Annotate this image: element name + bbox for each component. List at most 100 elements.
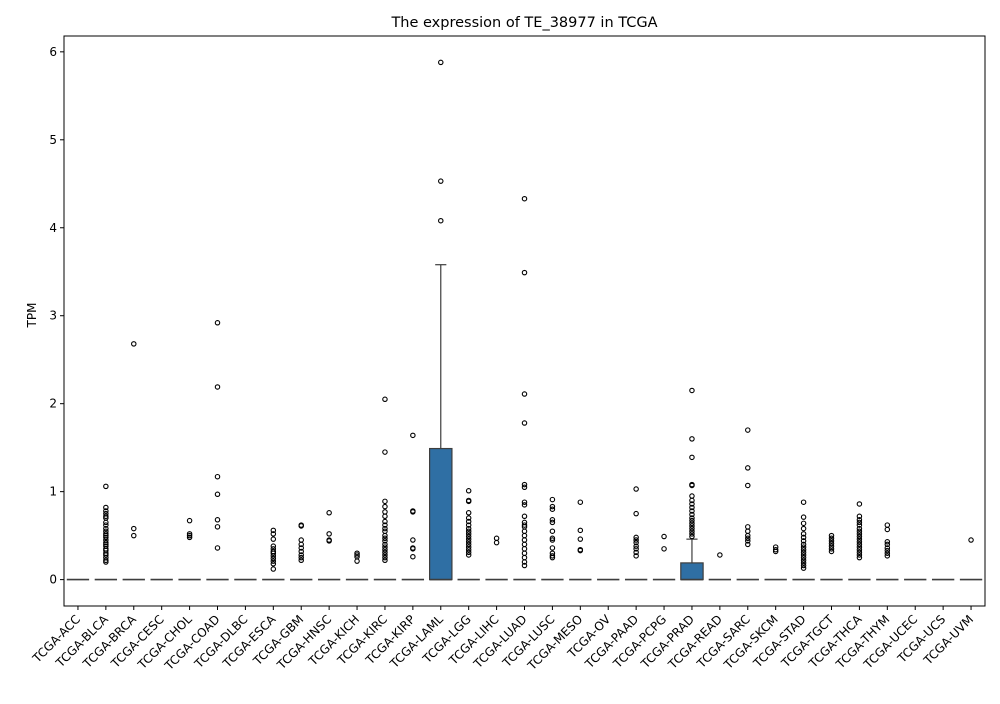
outlier-point [103, 559, 109, 565]
outlier-point [884, 539, 891, 545]
outlier-point [465, 522, 472, 528]
y-tick-label: 4 [49, 221, 57, 235]
outlier-point [326, 510, 332, 516]
outlier-point [521, 481, 528, 488]
outlier-point [633, 546, 639, 552]
outlier-point [828, 543, 835, 549]
outlier-point [465, 498, 472, 505]
outlier-point [772, 546, 779, 553]
outlier-point [465, 549, 472, 556]
outlier-point [633, 543, 639, 549]
outlier-point [298, 545, 304, 551]
outlier-point [745, 528, 751, 534]
outlier-point [298, 557, 304, 564]
outlier-point [689, 504, 695, 511]
outlier-point [270, 531, 277, 537]
outlier-point [103, 534, 109, 541]
outlier-point [354, 552, 360, 558]
outlier-point [521, 499, 528, 505]
outlier-point [270, 566, 277, 572]
outlier-point [745, 541, 751, 548]
outlier-point [549, 535, 556, 542]
outlier-point [521, 559, 528, 565]
outlier-point [856, 546, 863, 553]
outlier-point [410, 432, 416, 439]
outlier-point [410, 553, 416, 560]
outlier-point [884, 550, 891, 556]
outlier-point [465, 515, 472, 521]
outlier-point [828, 546, 835, 552]
outlier-point [549, 537, 556, 543]
outlier-point [549, 517, 556, 523]
outlier-point [382, 554, 388, 561]
y-tick-label: 0 [49, 573, 57, 587]
outlier-point [521, 195, 528, 202]
outlier-point [270, 536, 277, 542]
outlier-point [521, 484, 528, 490]
outlier-point [270, 558, 277, 564]
outlier-point [800, 565, 807, 571]
outlier-point [103, 522, 109, 528]
outlier-point [382, 538, 388, 544]
outlier-point [633, 537, 639, 543]
outlier-point [689, 528, 695, 534]
outlier-point [298, 548, 304, 555]
outlier-point [465, 488, 472, 494]
outlier-point [661, 533, 667, 540]
outlier-point [382, 518, 388, 525]
outlier-point [186, 531, 193, 537]
outlier-point [689, 436, 695, 442]
outlier-point [856, 549, 863, 556]
outlier-point [186, 534, 193, 541]
box-TCGA-PRAD [680, 562, 704, 581]
outlier-point [745, 482, 751, 489]
outlier-point [465, 525, 472, 532]
outlier-point [186, 532, 193, 539]
y-axis-label: TPM [25, 303, 39, 329]
outlier-point [689, 497, 695, 504]
outlier-point [828, 532, 835, 539]
outlier-point [884, 547, 891, 554]
outlier-point [465, 533, 472, 540]
outlier-point [438, 59, 444, 66]
outlier-point [549, 554, 556, 561]
outlier-point [103, 525, 109, 532]
outlier-point [745, 465, 751, 471]
outlier-point [354, 550, 360, 556]
outlier-point [270, 550, 277, 556]
outlier-point [465, 546, 472, 553]
outlier-point [298, 554, 304, 561]
outlier-point [772, 548, 779, 555]
outlier-point [103, 504, 109, 511]
outlier-point [633, 539, 639, 546]
outlier-point [856, 539, 863, 545]
outlier-point [382, 541, 388, 548]
outlier-point [382, 503, 388, 510]
outlier-point [270, 561, 277, 567]
outlier-point [382, 546, 388, 553]
outlier-point [521, 532, 528, 539]
outlier-point [689, 482, 695, 489]
outlier-point [828, 540, 835, 547]
outlier-point [884, 541, 891, 548]
outlier-point [633, 486, 639, 492]
outlier-point [270, 543, 277, 549]
outlier-point [103, 552, 109, 558]
outlier-point [856, 533, 863, 540]
y-tick-label: 2 [49, 397, 57, 411]
outlier-point [465, 536, 472, 542]
outlier-point [214, 524, 221, 530]
outlier-point [884, 522, 891, 528]
outlier-point [521, 528, 528, 534]
outlier-point [131, 532, 137, 539]
outlier-point [354, 558, 360, 564]
outlier-point [410, 509, 416, 515]
outlier-point [214, 517, 221, 523]
outlier-point [298, 523, 304, 529]
outlier-point [521, 513, 528, 520]
outlier-point [689, 525, 695, 532]
y-tick-label: 6 [49, 45, 57, 59]
outlier-point [717, 552, 723, 558]
